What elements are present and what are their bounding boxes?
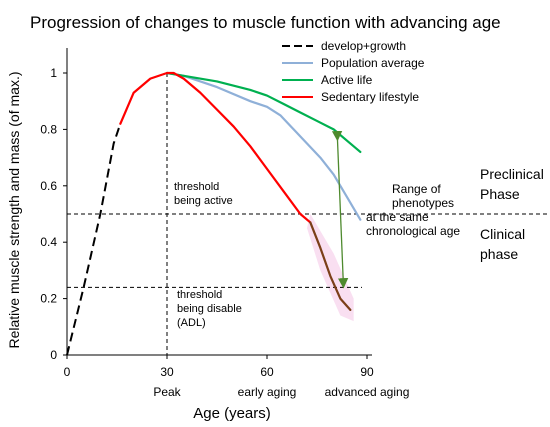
x-tick-label: 90 xyxy=(360,365,374,379)
threshold-label: being active xyxy=(174,195,233,207)
phase-label: Clinical xyxy=(480,226,525,242)
legend-label: Population average xyxy=(321,56,425,70)
x-tick-sublabel: Peak xyxy=(153,385,181,399)
chart-title: Progression of changes to muscle functio… xyxy=(30,13,501,32)
x-tick-label: 0 xyxy=(64,365,71,379)
annotations: threshold being active threshold being disa… xyxy=(174,130,544,329)
legend: develop+growth Population average Active l… xyxy=(282,39,425,104)
range-arrow xyxy=(331,130,349,289)
range-label: chronological age xyxy=(366,224,460,238)
y-axis-label: Relative muscle strength and mass (of ma… xyxy=(6,72,22,349)
range-label: at the same xyxy=(366,210,429,224)
legend-label: Active life xyxy=(321,73,373,87)
y-tick-label: 0.6 xyxy=(40,179,57,193)
axis-ticks: 0 0.2 0.4 0.6 0.8 1 0 30 Peak 60 early aging 90 adva… xyxy=(40,66,409,399)
legend-label: Sedentary lifestyle xyxy=(321,90,419,104)
threshold-label: threshold xyxy=(174,181,219,193)
range-label: phenotypes xyxy=(392,196,454,210)
y-tick-label: 0.8 xyxy=(40,122,57,136)
x-tick-sublabel: advanced aging xyxy=(325,385,410,399)
legend-label: develop+growth xyxy=(321,39,406,53)
y-tick-label: 0.4 xyxy=(40,235,57,249)
x-tick-label: 60 xyxy=(260,365,274,379)
series-line-develop-growth xyxy=(66,123,122,356)
threshold-label: (ADL) xyxy=(177,317,206,329)
y-tick-label: 0 xyxy=(50,348,57,362)
x-tick-sublabel: early aging xyxy=(238,385,297,399)
x-axis-label: Age (years) xyxy=(193,405,271,422)
x-tick-label: 30 xyxy=(160,365,174,379)
threshold-label: threshold xyxy=(177,289,222,301)
threshold-label: being disable xyxy=(177,303,242,315)
range-label: Range of xyxy=(392,182,441,196)
phase-label: phase xyxy=(480,246,518,262)
series-line-sedentary-clinical-segment xyxy=(309,221,352,311)
phase-label: Phase xyxy=(480,186,520,202)
y-tick-label: 1 xyxy=(50,66,57,80)
series-line-sedentary-lifestyle xyxy=(119,71,312,224)
phase-label: Preclinical xyxy=(480,166,544,182)
y-tick-label: 0.2 xyxy=(40,292,57,306)
